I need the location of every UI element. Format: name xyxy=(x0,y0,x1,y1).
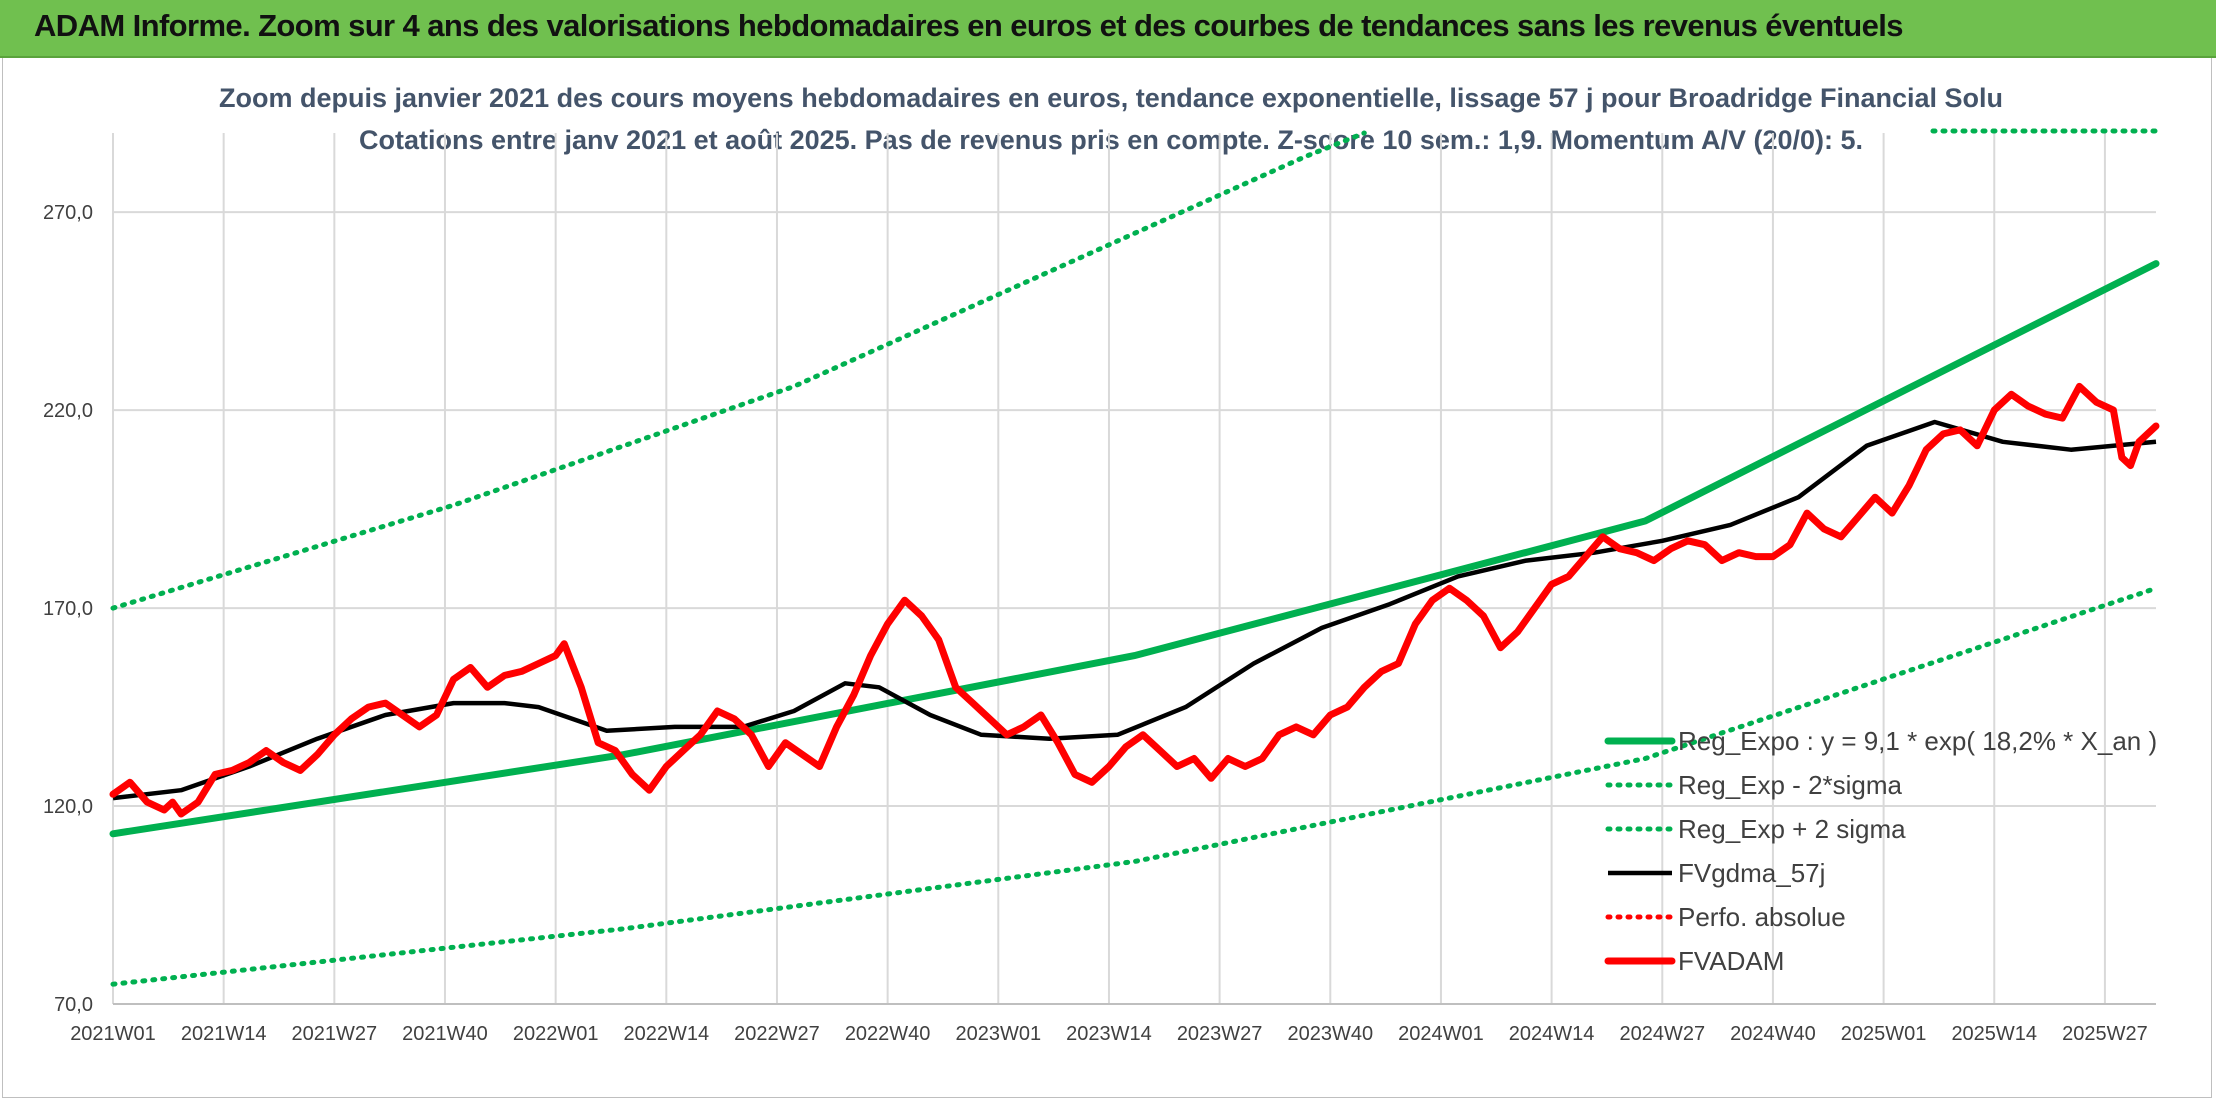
x-tick-label: 2021W40 xyxy=(402,1023,488,1045)
legend: Reg_Expo : y = 9,1 * exp( 18,2% * X_an )… xyxy=(1604,726,2157,976)
y-tick-label: 220,0 xyxy=(43,400,93,422)
y-tick-label: 270,0 xyxy=(43,202,93,224)
legend-label: FVgdma_57j xyxy=(1678,858,1825,888)
x-tick-label: 2024W14 xyxy=(1509,1023,1595,1045)
chart-frame: Zoom depuis janvier 2021 des cours moyen… xyxy=(2,58,2212,1098)
chart-subtitle-2: Cotations entre janv 2021 et août 2025. … xyxy=(359,125,1863,155)
legend-label: Perfo. absolue xyxy=(1678,902,1846,932)
legend-label: Reg_Expo : y = 9,1 * exp( 18,2% * X_an ) xyxy=(1678,726,2157,756)
y-tick-label: 70,0 xyxy=(54,994,93,1016)
x-tick-label: 2025W01 xyxy=(1841,1023,1927,1045)
trend-chart: Zoom depuis janvier 2021 des cours moyen… xyxy=(43,83,2160,1045)
x-tick-label: 2024W40 xyxy=(1730,1023,1816,1045)
x-tick-label: 2024W27 xyxy=(1619,1023,1705,1045)
x-tick-label: 2021W01 xyxy=(70,1023,156,1045)
series-line-1 xyxy=(110,585,2159,987)
x-axis-tick-labels: 2021W01 2021W14 2021W27 2021W40 2022W01 2022W… xyxy=(70,1023,2148,1045)
report-banner: ADAM Informe. Zoom sur 4 ans des valoris… xyxy=(0,0,2216,58)
series-lines xyxy=(109,128,2160,987)
legend-label: Reg_Exp + 2 sigma xyxy=(1678,814,1906,844)
legend-label: Reg_Exp - 2*sigma xyxy=(1678,770,1903,800)
chart-subtitle-1: Zoom depuis janvier 2021 des cours moyen… xyxy=(219,83,2003,113)
x-tick-label: 2025W14 xyxy=(1951,1023,2037,1045)
x-tick-label: 2022W40 xyxy=(845,1023,931,1045)
y-tick-label: 120,0 xyxy=(43,796,93,818)
x-tick-label: 2025W27 xyxy=(2062,1023,2148,1045)
x-tick-label: 2022W14 xyxy=(624,1023,710,1045)
x-tick-label: 2023W27 xyxy=(1177,1023,1263,1045)
x-tick-label: 2021W14 xyxy=(181,1023,267,1045)
x-tick-label: 2023W14 xyxy=(1066,1023,1152,1045)
x-tick-label: 2021W27 xyxy=(292,1023,378,1045)
legend-label: FVADAM xyxy=(1678,946,1784,976)
y-tick-label: 170,0 xyxy=(43,598,93,620)
x-tick-label: 2022W01 xyxy=(513,1023,599,1045)
gridlines xyxy=(112,133,2156,1005)
report-title: ADAM Informe. Zoom sur 4 ans des valoris… xyxy=(34,8,1904,43)
x-tick-label: 2022W27 xyxy=(734,1023,820,1045)
x-tick-label: 2023W40 xyxy=(1287,1023,1373,1045)
series-line-0 xyxy=(109,260,2160,838)
series-line-5 xyxy=(109,382,2160,818)
series-line-3 xyxy=(112,419,2157,801)
x-tick-label: 2024W01 xyxy=(1398,1023,1484,1045)
x-tick-label: 2023W01 xyxy=(955,1023,1041,1045)
series-line-2 xyxy=(110,130,1367,611)
y-axis-tick-labels: 70,0 120,0 170,0 220,0 270,0 xyxy=(43,202,93,1016)
